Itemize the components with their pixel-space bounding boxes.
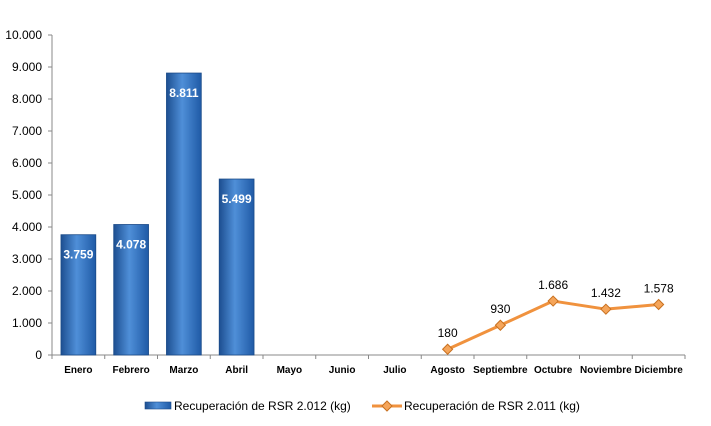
- legend: Recuperación de RSR 2.012 (kg) Recuperaci…: [144, 399, 580, 413]
- x-tick-label: Febrero: [113, 365, 150, 376]
- x-tick-label: Diciembre: [634, 365, 683, 376]
- point-data-label: 1.578: [644, 282, 674, 296]
- point-data-label: 1.686: [538, 278, 568, 292]
- bar: [60, 234, 97, 356]
- series-line: [447, 299, 659, 351]
- bar-data-label: 5.499: [222, 192, 252, 206]
- y-tick-label: 8.000: [12, 92, 42, 106]
- x-tick-label: Enero: [64, 365, 92, 376]
- point-data-label: 180: [438, 326, 458, 340]
- x-tick-label: Julio: [383, 365, 406, 376]
- legend-label-bars: Recuperación de RSR 2.012 (kg): [174, 399, 351, 413]
- bar: [113, 224, 149, 356]
- bar: [218, 178, 255, 356]
- x-tick-label: Agosto: [430, 365, 464, 376]
- bar-series: [60, 72, 255, 356]
- y-tick-label: 7.000: [12, 124, 42, 138]
- legend-swatch-bars: [144, 401, 172, 410]
- x-tick-label: Marzo: [169, 365, 198, 376]
- legend-label-line: Recuperación de RSR 2.011 (kg): [404, 399, 580, 413]
- x-tick-label: Noviembre: [580, 365, 632, 376]
- x-tick-label: Mayo: [277, 365, 303, 376]
- y-tick-label: 10.000: [5, 28, 42, 42]
- y-tick-label: 9.000: [12, 60, 42, 74]
- y-tick-label: 5.000: [12, 188, 42, 202]
- point-data-label: 1.432: [591, 286, 621, 300]
- bar-data-label: 8.811: [169, 86, 199, 100]
- x-tick-label: Junio: [329, 365, 356, 376]
- bar-data-label: 4.078: [116, 238, 146, 252]
- y-tick-label: 6.000: [12, 156, 42, 170]
- legend-marker-line: [381, 400, 393, 412]
- line-point: [652, 298, 665, 311]
- line-point: [441, 343, 454, 355]
- data-labels: 3.759 4.078 8.811 5.499 180 930 1.686 1.432 1.57…: [63, 86, 674, 340]
- x-tick-label: Abril: [225, 365, 248, 376]
- line-point: [494, 319, 507, 331]
- x-tick-label: Septiembre: [473, 365, 528, 376]
- bar-data-label: 3.759: [63, 248, 93, 262]
- line-point: [600, 303, 612, 315]
- y-tick-label: 4.000: [12, 220, 42, 234]
- y-tick-label: 0: [35, 348, 42, 362]
- point-data-label: 930: [490, 302, 510, 316]
- y-tick-label: 3.000: [12, 252, 42, 266]
- axes: 0 1.000 2.000 3.000 4.000 5.000 6.000 7.000 8.00…: [5, 28, 686, 376]
- bar: [166, 72, 202, 356]
- line-point: [547, 295, 559, 307]
- y-tick-label: 1.000: [12, 316, 42, 330]
- y-tick-label: 2.000: [12, 284, 42, 298]
- x-tick-label: Octubre: [534, 365, 573, 376]
- line-series: [441, 295, 665, 355]
